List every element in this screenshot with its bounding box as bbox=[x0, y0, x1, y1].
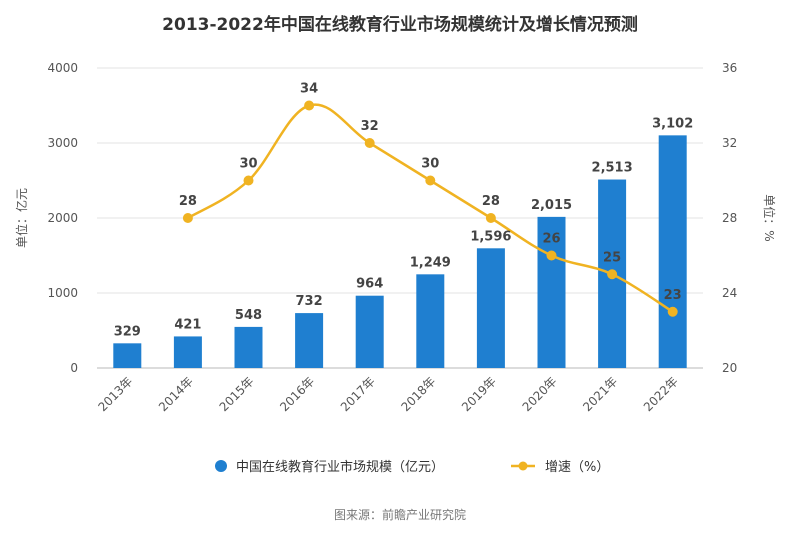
line-point bbox=[182, 213, 193, 223]
bar bbox=[295, 313, 324, 368]
y-right-tick-label: 28 bbox=[722, 211, 737, 225]
x-tick-label: 2013年 bbox=[95, 374, 135, 414]
bar-data-label: 1,596 bbox=[470, 229, 511, 244]
x-tick-label: 2017年 bbox=[338, 374, 378, 414]
line-series bbox=[182, 100, 678, 317]
y-left-tick-label: 0 bbox=[70, 361, 78, 375]
y-axis-left: 0 1000 2000 3000 4000 bbox=[47, 61, 78, 375]
x-tick-label: 2019年 bbox=[459, 374, 499, 414]
line-point bbox=[546, 250, 557, 261]
line-data-label: 28 bbox=[482, 194, 500, 209]
bar-data-label: 329 bbox=[114, 324, 141, 339]
legend-bar-marker bbox=[215, 460, 227, 472]
line-data-label: 26 bbox=[542, 232, 560, 247]
bar-data-label: 732 bbox=[296, 294, 323, 309]
bar bbox=[355, 295, 384, 368]
y-right-tick-label: 32 bbox=[722, 136, 737, 150]
bar bbox=[113, 343, 142, 368]
line-data-labels: 28 30 34 32 30 28 26 25 23 bbox=[179, 82, 682, 303]
bar bbox=[476, 248, 505, 368]
line-data-label: 30 bbox=[239, 157, 257, 172]
line-point bbox=[485, 213, 496, 223]
x-tick-label: 2018年 bbox=[398, 374, 438, 414]
y-axis-right-label: 单位：% bbox=[762, 194, 777, 241]
y-right-tick-label: 36 bbox=[722, 61, 737, 75]
line-data-label: 23 bbox=[664, 288, 682, 303]
y-left-tick-label: 3000 bbox=[47, 136, 78, 150]
bar bbox=[537, 216, 566, 368]
legend-line-dot bbox=[518, 461, 528, 471]
line-data-label: 30 bbox=[421, 157, 439, 172]
x-tick-label: 2014年 bbox=[156, 374, 196, 414]
bar bbox=[416, 274, 445, 368]
line-data-label: 25 bbox=[603, 250, 621, 265]
y-right-tick-label: 24 bbox=[722, 286, 737, 300]
bar-data-label: 548 bbox=[235, 308, 262, 323]
bar-data-label: 2,015 bbox=[531, 198, 572, 213]
line-data-label: 32 bbox=[361, 119, 379, 134]
line-data-label: 28 bbox=[179, 194, 197, 209]
bar bbox=[173, 336, 202, 368]
y-right-tick-label: 20 bbox=[722, 361, 737, 375]
legend-line-label: 增速（%） bbox=[545, 460, 609, 475]
source-text: 图来源：前瞻产业研究院 bbox=[334, 507, 466, 522]
y-left-tick-label: 1000 bbox=[47, 286, 78, 300]
line-point bbox=[425, 175, 436, 186]
bar bbox=[234, 326, 263, 368]
line-point bbox=[607, 269, 618, 280]
bar bbox=[658, 135, 687, 368]
bar-data-label: 421 bbox=[174, 317, 201, 332]
bar-data-label: 964 bbox=[356, 277, 383, 292]
legend: 中国在线教育行业市场规模（亿元） 增速（%） bbox=[215, 459, 609, 475]
x-tick-label: 2015年 bbox=[217, 374, 257, 414]
y-left-tick-label: 4000 bbox=[47, 61, 78, 75]
bar-data-label: 2,513 bbox=[592, 161, 633, 176]
y-axis-right: 20 24 28 32 36 bbox=[722, 61, 737, 375]
x-tick-label: 2021年 bbox=[580, 374, 620, 414]
x-tick-label: 2016年 bbox=[277, 374, 317, 414]
y-axis-left-label: 单位：亿元 bbox=[14, 188, 29, 248]
line-point bbox=[364, 138, 375, 148]
x-tick-label: 2022年 bbox=[641, 374, 681, 414]
bar-data-labels: 329 421 548 732 964 1,249 1,596 2,015 2,513 3,102 bbox=[114, 116, 694, 339]
x-tick-label: 2020年 bbox=[520, 374, 560, 414]
legend-bar-label: 中国在线教育行业市场规模（亿元） bbox=[236, 459, 444, 475]
line-data-label: 34 bbox=[300, 82, 318, 97]
chart-title: 2013-2022年中国在线教育行业市场规模统计及增长情况预测 bbox=[162, 14, 638, 35]
bar-data-label: 1,249 bbox=[410, 255, 451, 270]
line-point bbox=[243, 175, 254, 186]
y-left-tick-label: 2000 bbox=[47, 211, 78, 225]
x-axis-ticks: 2013年 2014年 2015年 2016年 2017年 2018年 2019年 2020年… bbox=[95, 374, 680, 414]
line-point bbox=[304, 100, 315, 111]
bar-data-label: 3,102 bbox=[652, 116, 693, 131]
line-point bbox=[667, 306, 678, 317]
